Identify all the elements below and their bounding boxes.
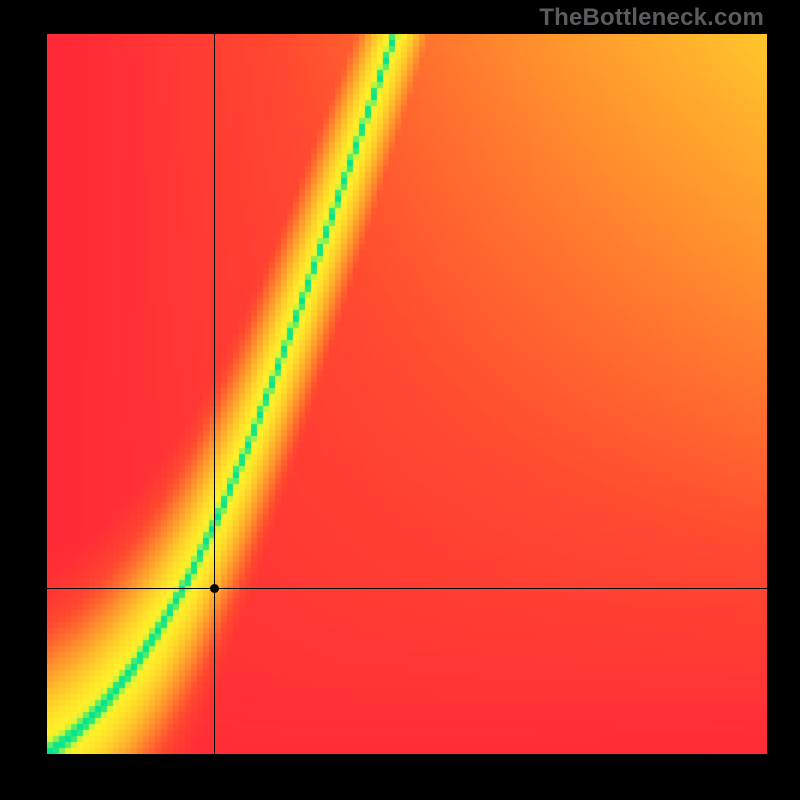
bottleneck-heatmap [47,34,767,754]
watermark-label: TheBottleneck.com [539,4,764,32]
figure-frame: TheBottleneck.com [0,0,800,800]
